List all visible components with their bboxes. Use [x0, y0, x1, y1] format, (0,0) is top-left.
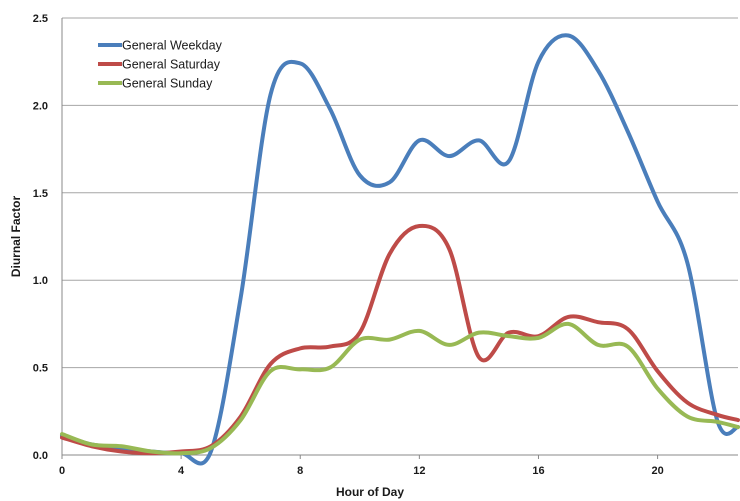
x-tick-label: 8: [297, 465, 303, 477]
y-tick-label: 2.0: [33, 100, 48, 112]
legend-label-general-saturday: General Saturday: [122, 58, 221, 72]
legend-label-general-sunday: General Sunday: [122, 77, 213, 91]
legend-label-general-weekday: General Weekday: [122, 39, 223, 53]
y-tick-label: 0.5: [33, 363, 48, 375]
series-line-general-weekday: [60, 33, 740, 466]
x-tick-label: 4: [178, 465, 185, 477]
x-tick-label: 20: [651, 465, 663, 477]
legend: General Weekday General Saturday General S…: [98, 39, 223, 91]
y-axis-ticks: 0.0 0.5 1.0 1.5 2.0 2.5: [33, 13, 48, 462]
y-tick-label: 0.0: [33, 450, 48, 462]
x-axis-ticks: 0 4 8 12 16 20: [59, 455, 664, 477]
series-lines: [60, 33, 740, 466]
series-line-general-sunday: [60, 321, 740, 456]
y-axis-title: Diurnal Factor: [9, 196, 23, 278]
y-tick-label: 1.0: [33, 275, 48, 287]
series-line-general-saturday: [60, 223, 740, 456]
y-tick-label: 2.5: [33, 13, 48, 25]
x-tick-label: 12: [413, 465, 425, 477]
x-tick-label: 0: [59, 465, 65, 477]
y-tick-label: 1.5: [33, 188, 48, 200]
gridlines: [62, 17, 738, 369]
x-axis-title: Hour of Day: [336, 485, 404, 499]
x-tick-label: 16: [532, 465, 544, 477]
